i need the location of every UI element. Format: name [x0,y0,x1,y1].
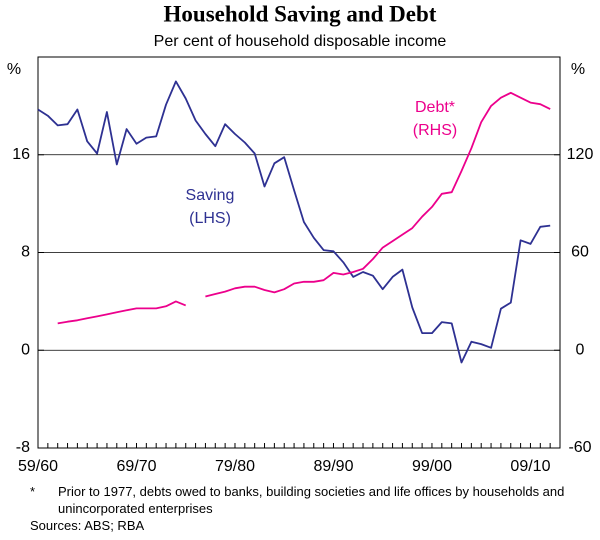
y2-tick-label: 60 [571,244,589,261]
x-tick-label: 99/00 [412,458,452,475]
x-tick-label: 09/10 [510,458,550,475]
footnote-mark: * [30,484,36,499]
sources: Sources: ABS; RBA [30,518,145,533]
series-axis-label: (LHS) [189,210,231,227]
series-line [37,80,551,364]
series-axis-label: (RHS) [413,122,457,139]
series-label: Debt* [415,99,455,116]
footnote: Prior to 1977, debts owed to banks, buil… [58,484,565,516]
chart-subtitle: Per cent of household disposable income [154,33,447,50]
y2-tick-label: -60 [568,439,591,456]
y2-axis-unit: % [571,61,585,78]
y-tick-label: 8 [21,244,30,261]
y-tick-label: -8 [16,439,30,456]
x-tick-label: 69/70 [116,458,156,475]
series-line [57,91,551,325]
x-tick-label: 89/90 [313,458,353,475]
footnote-row: * Prior to 1977, debts owed to banks, bui… [30,483,590,517]
y-tick-label: 16 [12,146,30,163]
notes: * Prior to 1977, debts owed to banks, bui… [30,483,590,534]
y-tick-label: 0 [21,341,30,358]
y-axis-unit: % [7,61,21,78]
chart-title: Household Saving and Debt [164,1,437,26]
chart: Household Saving and Debt Per cent of ho… [7,1,594,475]
y2-tick-label: 120 [567,146,594,163]
x-tick-label: 79/80 [215,458,255,475]
x-tick-label: 59/60 [18,458,58,475]
series-label: Saving [186,187,235,204]
y2-tick-label: 0 [576,341,585,358]
